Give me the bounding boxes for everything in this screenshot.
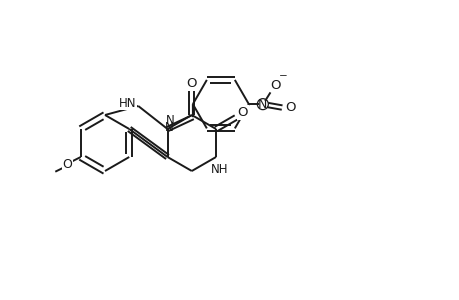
Text: O: O [186, 77, 196, 90]
Text: O: O [237, 106, 248, 119]
Text: N: N [166, 113, 174, 127]
Text: O: O [269, 79, 280, 92]
Text: N: N [257, 98, 267, 111]
Text: −: − [279, 71, 287, 81]
Text: O: O [284, 101, 295, 114]
Text: O: O [62, 158, 72, 171]
Text: HN: HN [118, 97, 136, 110]
Text: N: N [165, 121, 174, 134]
Text: NH: NH [211, 163, 228, 176]
